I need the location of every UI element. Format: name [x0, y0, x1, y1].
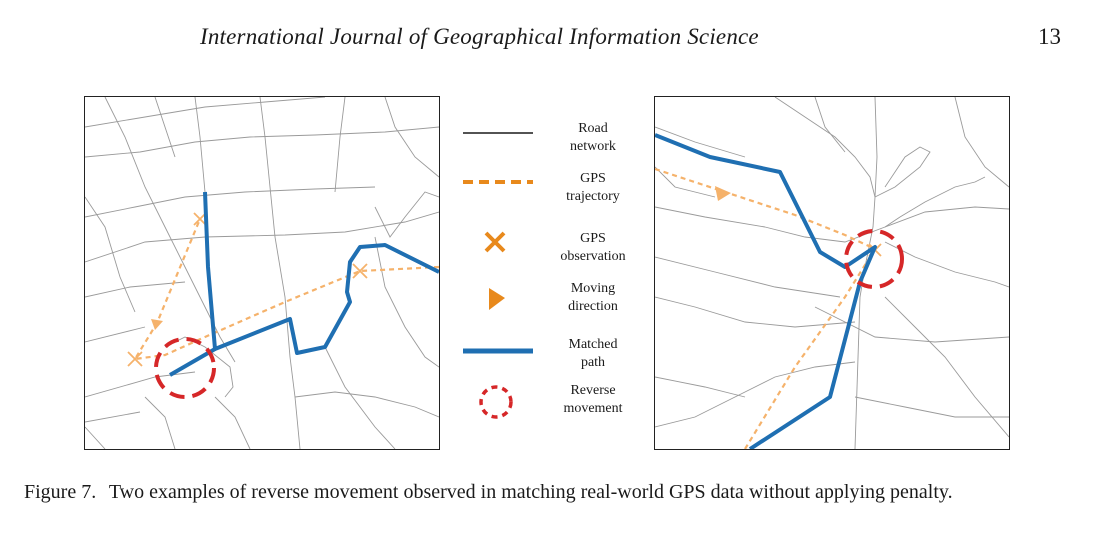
- legend-label-road: Road network: [543, 120, 643, 156]
- matched-path-line: [168, 347, 217, 377]
- legend-label-line: observation: [560, 249, 626, 264]
- legend: Road network GPS trajectory GPS observat…: [455, 112, 645, 432]
- legend-label-line: Reverse: [570, 383, 616, 398]
- road-segment: [655, 256, 841, 298]
- road-segment: [334, 97, 346, 193]
- road-segment: [655, 126, 746, 158]
- gps-trajectory: [655, 167, 877, 449]
- legend-label-matched-path: Matched path: [543, 336, 643, 372]
- legend-label-gps-trajectory: GPS trajectory: [543, 170, 643, 206]
- gps-trajectory: [132, 218, 439, 361]
- map-right-svg: [655, 97, 1009, 449]
- road-segment: [164, 336, 234, 398]
- road-segment: [655, 361, 856, 428]
- road-segment: [655, 376, 746, 398]
- road-segment: [655, 206, 766, 228]
- direction-markers: [715, 186, 731, 201]
- figure-caption: Figure 7. Two examples of reverse moveme…: [24, 480, 1084, 504]
- road-segment: [154, 97, 176, 158]
- trajectory-line-icon: [463, 180, 533, 184]
- legend-label-line: Matched: [568, 337, 618, 352]
- road-segment: [85, 126, 439, 158]
- legend-label-moving-direction: Moving direction: [543, 280, 643, 316]
- legend-label-line: path: [580, 355, 606, 370]
- legend-label-reverse-movement: Reverse movement: [543, 382, 643, 418]
- road-segment: [85, 426, 106, 449]
- reverse-movement-circle: [844, 229, 904, 289]
- trajectory-line: [132, 218, 439, 361]
- road-segment: [85, 196, 136, 313]
- direction-triangle-icon: [489, 288, 505, 310]
- figure-caption-text: Two examples of reverse movement observe…: [108, 481, 953, 503]
- matched-path-icon: [463, 348, 533, 354]
- road-segment: [144, 396, 176, 449]
- road-segment: [814, 97, 846, 153]
- road-segment: [884, 176, 986, 228]
- road-segment: [259, 97, 301, 449]
- road-segment: [854, 396, 1009, 418]
- matched-path-line: [203, 191, 439, 355]
- road-segment: [884, 296, 1009, 438]
- page-number: 13: [1038, 24, 1061, 49]
- observation-cross-icon: [484, 231, 506, 253]
- matched-path-line: [655, 133, 877, 449]
- road-segment: [104, 97, 236, 363]
- reverse-marker: [844, 229, 904, 289]
- road-segment: [85, 411, 141, 423]
- road-segment: [655, 166, 716, 198]
- road-segment: [214, 396, 251, 449]
- road-line-icon: [463, 132, 533, 134]
- road-segment: [324, 346, 396, 449]
- road-segment: [384, 97, 439, 178]
- road-segment: [294, 391, 439, 418]
- legend-label-gps-observation: GPS observation: [543, 230, 643, 266]
- figure-label: Figure 7.: [24, 481, 97, 503]
- legend-label-line: GPS: [580, 171, 606, 186]
- legend-label-line: Road: [578, 121, 608, 136]
- gps-observation-marker: [352, 263, 368, 279]
- reverse-marker: [154, 337, 216, 399]
- legend-label-line: direction: [568, 299, 618, 314]
- legend-label-line: movement: [563, 401, 623, 416]
- direction-arrow: [715, 186, 731, 201]
- road-network: [85, 97, 439, 449]
- road-segment: [874, 97, 878, 198]
- road-segment: [874, 146, 931, 198]
- road-segment: [85, 97, 326, 128]
- reverse-movement-circle: [154, 337, 216, 399]
- road-segment: [884, 241, 1009, 288]
- road-segment: [85, 186, 376, 218]
- matched-path: [168, 191, 439, 377]
- road-segment: [85, 281, 186, 298]
- direction-arrow: [151, 319, 163, 330]
- road-segment: [85, 211, 439, 263]
- legend-label-line: trajectory: [566, 189, 620, 204]
- journal-title: International Journal of Geographical In…: [200, 24, 759, 49]
- gps-observations: [127, 212, 368, 367]
- map-panel-left: [84, 96, 440, 450]
- road-segment: [374, 191, 439, 238]
- road-segment: [85, 371, 196, 398]
- road-segment: [655, 296, 856, 328]
- road-segment: [194, 97, 206, 193]
- legend-label-line: Moving: [570, 281, 616, 296]
- road-segment: [814, 306, 1009, 343]
- trajectory-line: [655, 167, 877, 449]
- legend-label-line: network: [570, 139, 616, 154]
- direction-markers: [151, 319, 163, 330]
- road-segment: [774, 97, 876, 449]
- road-segment: [85, 326, 146, 343]
- legend-label-line: GPS: [580, 231, 606, 246]
- road-network: [655, 97, 1009, 449]
- map-panel-right: [654, 96, 1010, 450]
- matched-path: [655, 133, 877, 449]
- reverse-circle-icon: [479, 385, 513, 419]
- map-left-svg: [85, 97, 439, 449]
- road-segment: [954, 97, 1009, 188]
- gps-observation-marker: [127, 351, 143, 367]
